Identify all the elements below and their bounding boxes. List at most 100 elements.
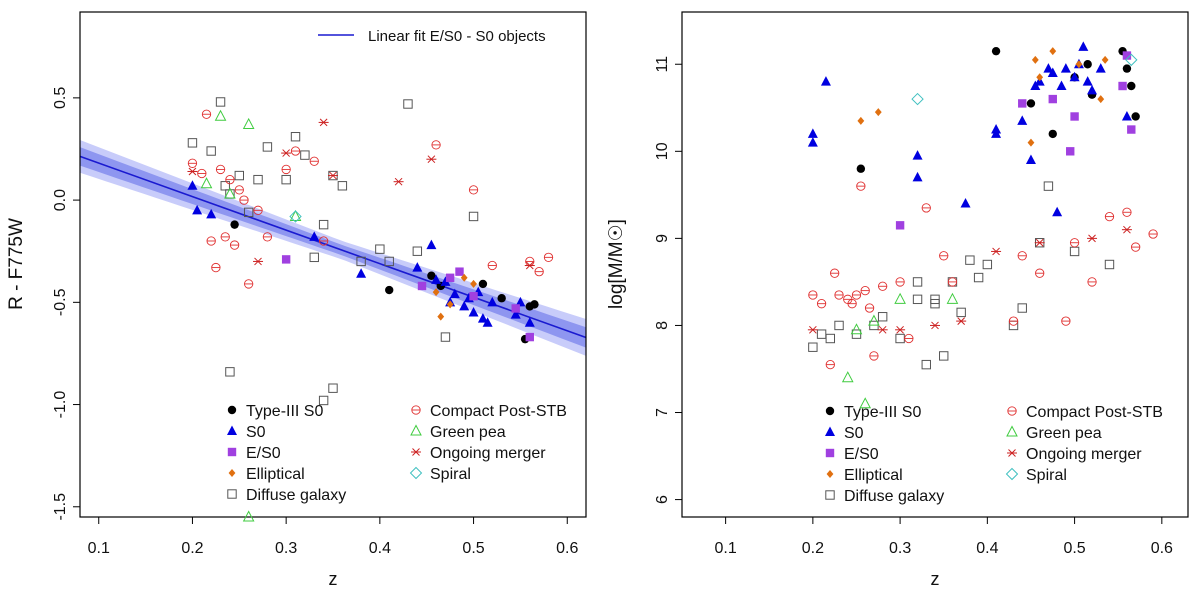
point-diffuse-galaxy: [912, 277, 923, 287]
point-ongoing-merger: [956, 317, 967, 325]
legend-entry-s0: S0: [227, 424, 266, 441]
point-ongoing-merger: [281, 149, 292, 157]
point-green-pea: [859, 397, 872, 409]
right-x-axis-label: z: [931, 569, 940, 589]
point-compact-post-stb: [851, 290, 862, 300]
point-compact-post-stb: [225, 175, 235, 185]
point-e-s0: [281, 255, 291, 264]
point-diffuse-galaxy: [215, 97, 226, 107]
point-s0: [510, 309, 521, 319]
point-diffuse-galaxy: [1043, 181, 1054, 191]
left-plot-frame: [79, 11, 587, 518]
point-type-iii-s0: [1026, 99, 1036, 108]
point-diffuse-galaxy: [895, 333, 905, 344]
point-diffuse-galaxy: [253, 174, 263, 185]
series-ongoing-merger: [807, 225, 1132, 334]
point-s0: [1025, 154, 1036, 165]
series-type-iii-s0: [230, 220, 539, 344]
point-e-s0: [895, 221, 905, 230]
point-diffuse-galaxy: [187, 138, 198, 148]
point-elliptical: [446, 300, 454, 309]
point-s0: [1060, 63, 1071, 73]
legend-label: E/S0: [246, 445, 281, 462]
series-green-pea: [841, 292, 959, 409]
series-e-s0: [281, 255, 534, 342]
point-s0: [487, 296, 498, 307]
point-compact-post-stb: [1122, 207, 1132, 217]
x-tick-label: 0.2: [181, 540, 203, 557]
point-ongoing-merger: [187, 167, 198, 176]
point-spiral: [1125, 53, 1138, 67]
legend-entry-e-s0: E/S0: [227, 445, 281, 462]
point-compact-post-stb: [525, 256, 535, 267]
series-compact-post-stb: [187, 109, 554, 289]
series-spiral: [289, 210, 302, 223]
legend-label: Ongoing merger: [1026, 446, 1142, 463]
legend-marker-diffuse-galaxy: [825, 490, 835, 500]
point-green-pea: [946, 292, 959, 304]
point-s0: [412, 262, 423, 272]
legend-marker-green-pea: [410, 424, 422, 436]
legend-entry-diffuse-galaxy: Diffuse galaxy: [227, 487, 346, 504]
series-green-pea: [200, 109, 302, 522]
point-s0: [468, 307, 479, 317]
point-s0: [1069, 71, 1080, 82]
point-diffuse-galaxy: [468, 211, 479, 222]
point-elliptical: [1075, 60, 1083, 69]
legend-label: Compact Post-STB: [1026, 404, 1163, 421]
point-compact-post-stb: [468, 185, 479, 195]
x-tick-label: 0.6: [556, 540, 578, 557]
point-green-pea: [894, 292, 906, 304]
point-compact-post-stb: [543, 252, 554, 262]
point-type-iii-s0: [1131, 112, 1140, 121]
point-ongoing-merger: [1034, 238, 1045, 247]
point-ongoing-merger: [253, 257, 264, 266]
point-compact-post-stb: [234, 185, 244, 195]
point-compact-post-stb: [869, 351, 879, 361]
legend-entry-e-s0: E/S0: [825, 446, 879, 463]
series-elliptical: [857, 47, 1109, 147]
series-e-s0: [895, 51, 1136, 230]
point-compact-post-stb: [904, 333, 914, 344]
point-green-pea: [868, 314, 880, 326]
point-compact-post-stb: [1148, 229, 1158, 239]
y-tick-label: 7: [654, 408, 671, 417]
point-type-iii-s0: [1122, 64, 1132, 73]
x-tick-label: 0.5: [462, 540, 484, 557]
legend-entry-elliptical: Elliptical: [826, 467, 903, 484]
legend-label: Compact Post-STB: [430, 403, 567, 420]
point-e-s0: [511, 304, 520, 313]
legend-entry-diffuse-galaxy: Diffuse galaxy: [825, 488, 944, 505]
point-ongoing-merger: [807, 325, 818, 334]
point-s0: [206, 208, 217, 219]
legend-label: Diffuse galaxy: [246, 487, 346, 504]
series-s0: [807, 41, 1132, 217]
point-green-pea: [224, 187, 236, 199]
series-type-iii-s0: [856, 46, 1140, 173]
point-compact-post-stb: [860, 285, 870, 296]
point-diffuse-galaxy: [939, 351, 949, 361]
point-e-s0: [445, 273, 455, 282]
point-e-s0: [1018, 99, 1027, 108]
point-diffuse-galaxy: [318, 219, 329, 230]
legend-label: Elliptical: [246, 466, 305, 483]
point-compact-post-stb: [220, 232, 230, 242]
point-s0: [912, 150, 923, 160]
series-spiral: [911, 53, 1138, 106]
right-plot-frame: [681, 11, 1189, 518]
right-y-axis-label: log[M/M☉]: [606, 219, 627, 309]
x-tick-label: 0.6: [1151, 540, 1173, 557]
point-compact-post-stb: [921, 203, 931, 213]
point-compact-post-stb: [201, 109, 212, 119]
point-compact-post-stb: [253, 205, 263, 215]
point-ongoing-merger: [895, 325, 906, 334]
point-compact-post-stb: [856, 181, 866, 191]
legend-label: Type-III S0: [844, 404, 921, 421]
point-s0: [187, 180, 198, 190]
point-diffuse-galaxy: [956, 307, 966, 318]
legend-entry-ongoing-merger: Ongoing merger: [1007, 446, 1142, 463]
legend-marker-diffuse-galaxy: [227, 489, 237, 499]
point-compact-post-stb: [1061, 316, 1071, 326]
point-diffuse-galaxy: [982, 259, 993, 270]
point-s0: [482, 317, 493, 327]
